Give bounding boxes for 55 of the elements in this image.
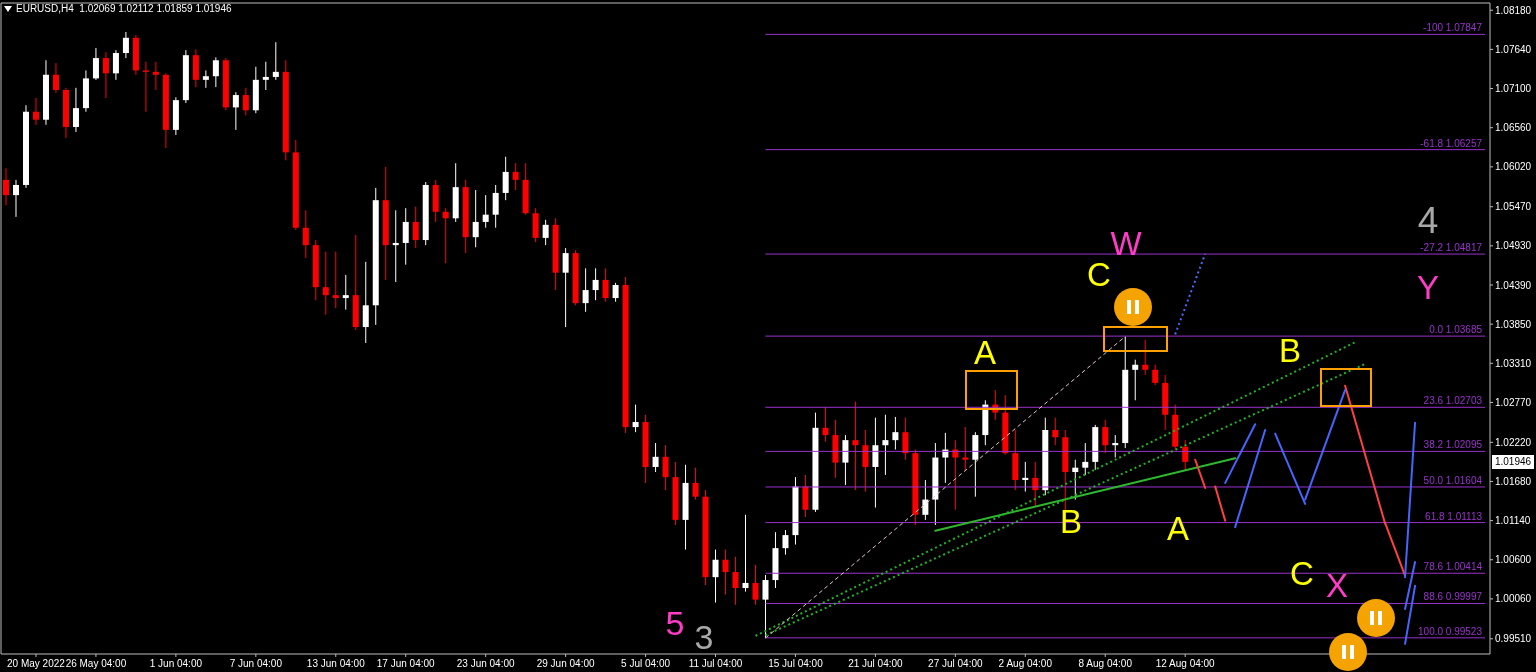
y-tick-label: 1.03850 (1495, 318, 1532, 330)
y-tick-label: 1.07640 (1495, 43, 1532, 55)
ref-line-label: 0.0 1.03685 (1429, 324, 1483, 336)
x-tick-label: 11 Jul 04:00 (688, 658, 743, 669)
x-tick-label: 8 Aug 04:00 (1078, 658, 1133, 669)
ref-line-label: -61.8 1.06257 (1420, 137, 1483, 149)
ref-line-label: 78.6 1.00414 (1423, 561, 1483, 573)
chart-title: EURUSD,H4 1.02069 1.02112 1.01859 1.01946 (16, 3, 232, 15)
x-tick-label: 1 Jun 04:00 (149, 658, 203, 669)
y-tick-label: 0.99510 (1495, 633, 1532, 645)
y-tick-label: 1.01680 (1495, 476, 1532, 488)
y-tick-label: 1.02770 (1495, 396, 1532, 408)
ref-line-label: -100 1.07847 (1423, 22, 1483, 34)
y-tick-label: 1.06020 (1495, 161, 1532, 173)
ref-line-label: 88.6 0.99997 (1423, 591, 1483, 603)
x-tick-label: 15 Jul 04:00 (768, 658, 824, 669)
ref-line-label: 38.2 1.02095 (1423, 439, 1483, 451)
annotation: B (1278, 331, 1302, 369)
ref-line-label: 61.8 1.01113 (1425, 510, 1483, 522)
x-tick-label: 17 Jun 04:00 (376, 658, 436, 669)
y-tick-label: 1.07100 (1495, 83, 1532, 95)
ref-line-label: 50.0 1.01604 (1423, 474, 1483, 486)
annotation: A (973, 333, 997, 371)
annotation: 1.01946 (1492, 455, 1534, 470)
y-tick-label: 1.06560 (1495, 122, 1532, 134)
x-tick-label: 20 May 2022 (7, 658, 66, 669)
y-tick-label: 1.08180 (1495, 4, 1532, 16)
y-tick-label: 1.02220 (1495, 436, 1532, 448)
x-tick-label: 2 Aug 04:00 (998, 658, 1053, 669)
y-tick-label: 1.01140 (1495, 515, 1531, 527)
y-tick-label: 1.04930 (1495, 240, 1532, 252)
x-tick-label: 23 Jun 04:00 (456, 658, 516, 669)
x-tick-label: 5 Jul 04:00 (621, 658, 671, 669)
annotation: 3 (694, 618, 714, 656)
annotation: 4 (1417, 199, 1439, 241)
annotation: X (1325, 566, 1349, 604)
x-tick-label: 29 Jun 04:00 (536, 658, 595, 669)
y-tick-label: 1.05470 (1495, 201, 1532, 213)
y-tick-label: 1.00060 (1495, 593, 1532, 605)
x-tick-label: 27 Jul 04:00 (928, 658, 984, 669)
x-tick-label: 21 Jul 04:00 (848, 658, 904, 669)
y-tick-label: 1.03310 (1495, 357, 1532, 369)
annotation: C (1087, 255, 1111, 293)
annotation: 5 (665, 604, 685, 642)
x-tick-label: 13 Jun 04:00 (306, 658, 366, 669)
x-tick-label: 7 Jun 04:00 (229, 658, 283, 669)
annotation: W (1110, 224, 1142, 262)
y-tick-label: 1.04390 (1495, 279, 1532, 291)
ref-line-label: 100.0 0.99523 (1418, 625, 1483, 637)
ref-line-label: 23.6 1.02703 (1423, 395, 1483, 407)
x-tick-label: 26 May 04:00 (65, 658, 127, 669)
annotation: Y (1416, 268, 1440, 306)
x-tick-label: 12 Aug 04:00 (1155, 658, 1216, 669)
y-tick-label: 1.00600 (1495, 554, 1532, 566)
ref-line-label: -27.2 1.04817 (1420, 242, 1483, 254)
